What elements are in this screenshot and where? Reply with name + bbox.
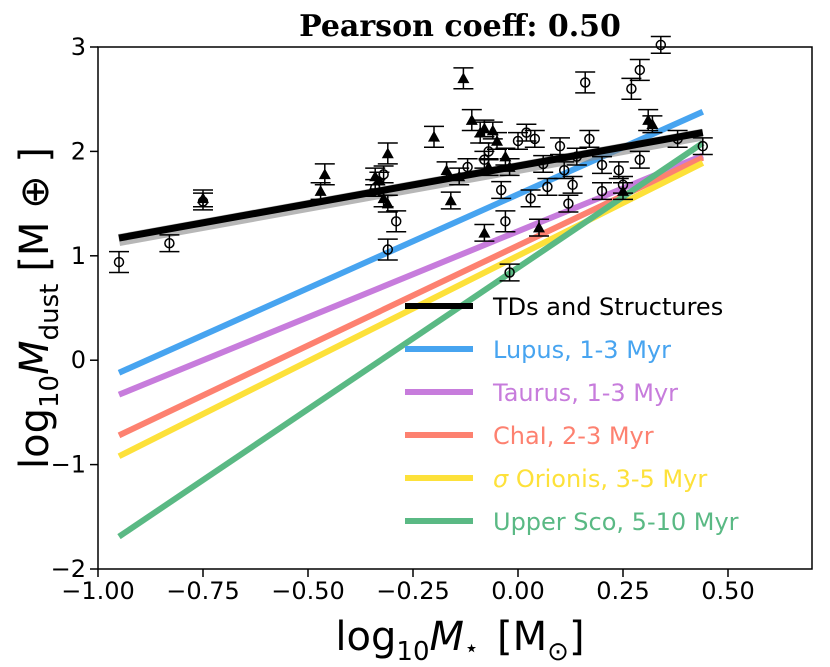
y-tick-label: −1 [51, 451, 86, 479]
structure-point [558, 164, 570, 176]
td-point [482, 161, 495, 172]
structure-point [462, 161, 473, 173]
structure-point [617, 179, 629, 191]
structure-point [495, 184, 507, 196]
structure-point [579, 77, 591, 88]
td-point [478, 122, 491, 134]
fit-line [117, 140, 705, 540]
td-point [457, 72, 470, 84]
structure-point [537, 158, 549, 170]
legend-label: Upper Sco, 5-10 Myr [493, 508, 739, 536]
structure-point [164, 238, 175, 249]
structure-point [529, 133, 541, 145]
structure-point [634, 154, 646, 166]
fit-line [117, 152, 704, 398]
structure-point [521, 127, 532, 138]
y-tick-label: −2 [51, 555, 86, 583]
x-tick-label: 0.50 [701, 577, 754, 605]
structure-point [197, 196, 209, 207]
y-axis-label: log10Mdust[M ⊕ ] [12, 147, 65, 469]
td-point [444, 194, 457, 206]
structure-point [113, 256, 125, 268]
x-axis-ticks: −1.00 −0.75 −0.50 −0.25 0.00 0.25 0.50 [61, 569, 755, 605]
td-point [533, 221, 545, 233]
legend-label: Taurus, 1-3 Myr [492, 379, 678, 407]
structure-point [584, 133, 595, 145]
x-tick-label: 0.25 [596, 577, 649, 605]
td-point [440, 164, 453, 175]
structure-point [596, 185, 608, 197]
x-tick-label: −0.75 [166, 577, 240, 605]
plot-frame [97, 46, 813, 570]
structure-point [571, 151, 583, 162]
structure-point [672, 133, 683, 145]
x-tick-label: 0.00 [491, 577, 544, 605]
y-tick-label: 3 [71, 33, 86, 61]
structure-point [382, 244, 394, 255]
legend: TDs and Structures Lupus, 1-3 Myr Taurus, … [405, 293, 739, 536]
structure-point [626, 83, 637, 95]
chart-title: Pearson coeff: 0.50 [299, 9, 621, 44]
structure-point [525, 193, 536, 204]
structure-point [567, 179, 578, 191]
structure-point [483, 146, 494, 157]
x-axis-label: log10M⋆ [M⊙] [335, 614, 584, 667]
td-point [428, 130, 440, 142]
structure-point [655, 39, 667, 51]
x-tick-label: −0.25 [376, 577, 450, 605]
x-tick-label: −0.50 [271, 577, 345, 605]
structure-point [500, 216, 511, 227]
structure-point [504, 267, 515, 278]
legend-label: Lupus, 1-3 Myr [493, 336, 671, 364]
structure-point [697, 140, 709, 152]
td-point [646, 118, 659, 130]
y-tick-label: 2 [71, 137, 86, 165]
structure-point [563, 198, 574, 209]
td-point [318, 168, 331, 180]
td-point [314, 185, 327, 196]
structure-point [613, 164, 625, 176]
structure-point [554, 140, 566, 152]
legend-label: ChaI, 2-3 Myr [493, 422, 654, 450]
structure-point [390, 216, 402, 227]
td-point [478, 226, 491, 238]
legend-label: TDs and Structures [492, 293, 723, 321]
y-tick-label: 0 [71, 346, 86, 374]
td-point [381, 197, 394, 209]
structure-point [634, 64, 646, 76]
legend-label: σ Orionis, 3-5 Myr [493, 465, 707, 493]
td-point [503, 161, 516, 172]
structure-point [542, 181, 553, 193]
td-point [381, 147, 394, 159]
y-axis-ticks: −2 −1 0 1 2 3 [51, 33, 98, 583]
fit-line [117, 154, 705, 439]
fit-line [118, 129, 704, 242]
plot-content [109, 35, 713, 540]
structure-point [378, 169, 389, 180]
y-tick-label: 1 [71, 242, 86, 270]
structure-point [596, 159, 608, 171]
x-tick-label: −1.00 [61, 577, 135, 605]
legend-label-text: Orionis, 3-5 Myr [516, 465, 707, 493]
legend-label-prefix: σ [493, 465, 516, 493]
